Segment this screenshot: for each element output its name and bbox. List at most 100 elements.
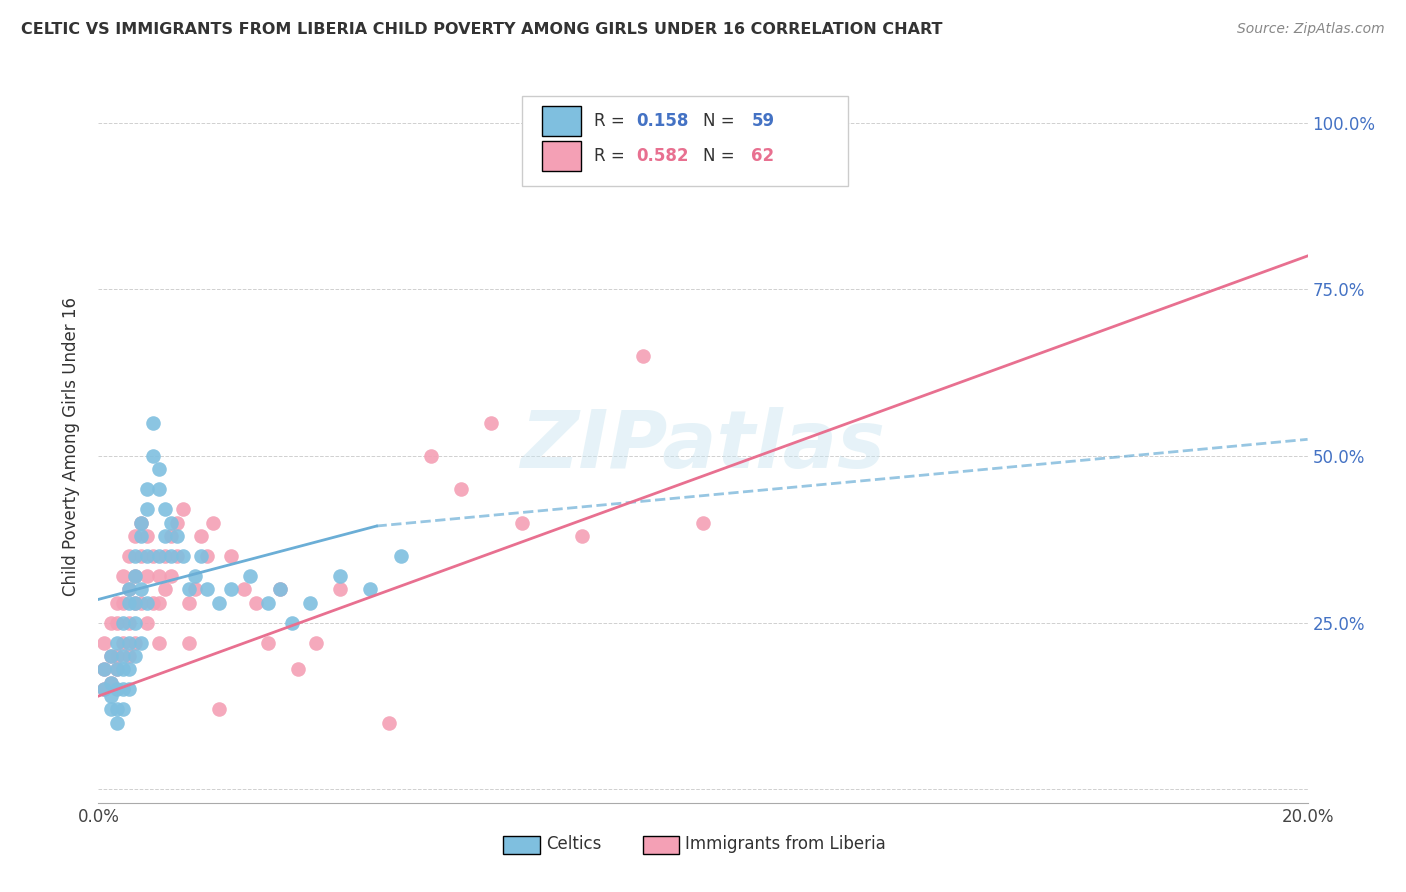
Point: [148, 549, 170, 563]
Point: [118, 662, 141, 676]
Point: [269, 582, 291, 597]
Text: R =: R =: [595, 112, 630, 130]
Text: N =: N =: [703, 146, 740, 164]
Point: [100, 649, 122, 664]
Point: [100, 649, 122, 664]
Point: [118, 596, 141, 610]
Point: [148, 483, 170, 497]
Point: [124, 596, 146, 610]
Point: [105, 662, 128, 676]
Point: [510, 516, 533, 530]
Point: [111, 569, 134, 583]
Point: [184, 582, 207, 597]
Point: [93, 662, 115, 676]
Point: [221, 582, 243, 597]
Point: [160, 529, 183, 543]
Point: [118, 582, 141, 597]
Point: [118, 549, 141, 563]
Point: [329, 569, 352, 583]
Point: [105, 702, 128, 716]
Point: [287, 662, 309, 676]
Point: [135, 502, 157, 516]
Text: ZIPatlas: ZIPatlas: [520, 407, 886, 485]
Point: [299, 596, 322, 610]
Point: [142, 449, 165, 463]
Point: [93, 682, 115, 697]
Point: [135, 615, 157, 630]
Point: [195, 582, 218, 597]
Point: [124, 636, 146, 650]
Point: [166, 516, 188, 530]
Point: [148, 596, 170, 610]
Point: [100, 675, 122, 690]
Point: [179, 636, 201, 650]
Text: CELTIC VS IMMIGRANTS FROM LIBERIA CHILD POVERTY AMONG GIRLS UNDER 16 CORRELATION: CELTIC VS IMMIGRANTS FROM LIBERIA CHILD …: [21, 22, 942, 37]
Point: [148, 462, 170, 476]
Point: [221, 549, 243, 563]
Point: [450, 483, 472, 497]
Point: [153, 582, 176, 597]
Point: [135, 569, 157, 583]
Point: [118, 649, 141, 664]
Point: [135, 483, 157, 497]
Point: [105, 636, 128, 650]
Point: [118, 615, 141, 630]
Point: [93, 682, 115, 697]
Point: [245, 596, 267, 610]
Point: [124, 569, 146, 583]
Point: [111, 636, 134, 650]
Point: [195, 549, 218, 563]
Text: R =: R =: [595, 146, 630, 164]
Text: Source: ZipAtlas.com: Source: ZipAtlas.com: [1237, 22, 1385, 37]
Point: [111, 596, 134, 610]
Point: [129, 582, 152, 597]
FancyBboxPatch shape: [643, 837, 679, 855]
Point: [129, 636, 152, 650]
Point: [239, 569, 262, 583]
Point: [100, 702, 122, 716]
Point: [111, 662, 134, 676]
Point: [160, 516, 183, 530]
Point: [135, 529, 157, 543]
Point: [124, 615, 146, 630]
FancyBboxPatch shape: [503, 837, 540, 855]
Point: [129, 549, 152, 563]
Point: [190, 529, 212, 543]
Point: [118, 582, 141, 597]
Point: [111, 702, 134, 716]
Point: [153, 502, 176, 516]
Point: [124, 549, 146, 563]
Point: [129, 516, 152, 530]
Point: [232, 582, 254, 597]
Point: [208, 596, 231, 610]
Point: [124, 569, 146, 583]
Point: [124, 649, 146, 664]
Point: [118, 636, 141, 650]
Point: [111, 682, 134, 697]
Point: [129, 596, 152, 610]
Point: [184, 569, 207, 583]
Point: [166, 549, 188, 563]
Point: [124, 596, 146, 610]
Point: [202, 516, 225, 530]
Point: [571, 529, 593, 543]
Point: [142, 596, 165, 610]
Point: [179, 596, 201, 610]
Point: [118, 682, 141, 697]
Text: 0.582: 0.582: [637, 146, 689, 164]
Text: 0.158: 0.158: [637, 112, 689, 130]
Point: [631, 349, 654, 363]
Point: [111, 649, 134, 664]
Text: Immigrants from Liberia: Immigrants from Liberia: [685, 835, 886, 853]
Point: [105, 596, 128, 610]
Point: [148, 636, 170, 650]
Point: [377, 715, 399, 730]
FancyBboxPatch shape: [543, 141, 581, 170]
Point: [420, 449, 443, 463]
Text: 59: 59: [751, 112, 775, 130]
Point: [93, 662, 115, 676]
Point: [142, 416, 165, 430]
Point: [208, 702, 231, 716]
Point: [166, 529, 188, 543]
Point: [105, 615, 128, 630]
